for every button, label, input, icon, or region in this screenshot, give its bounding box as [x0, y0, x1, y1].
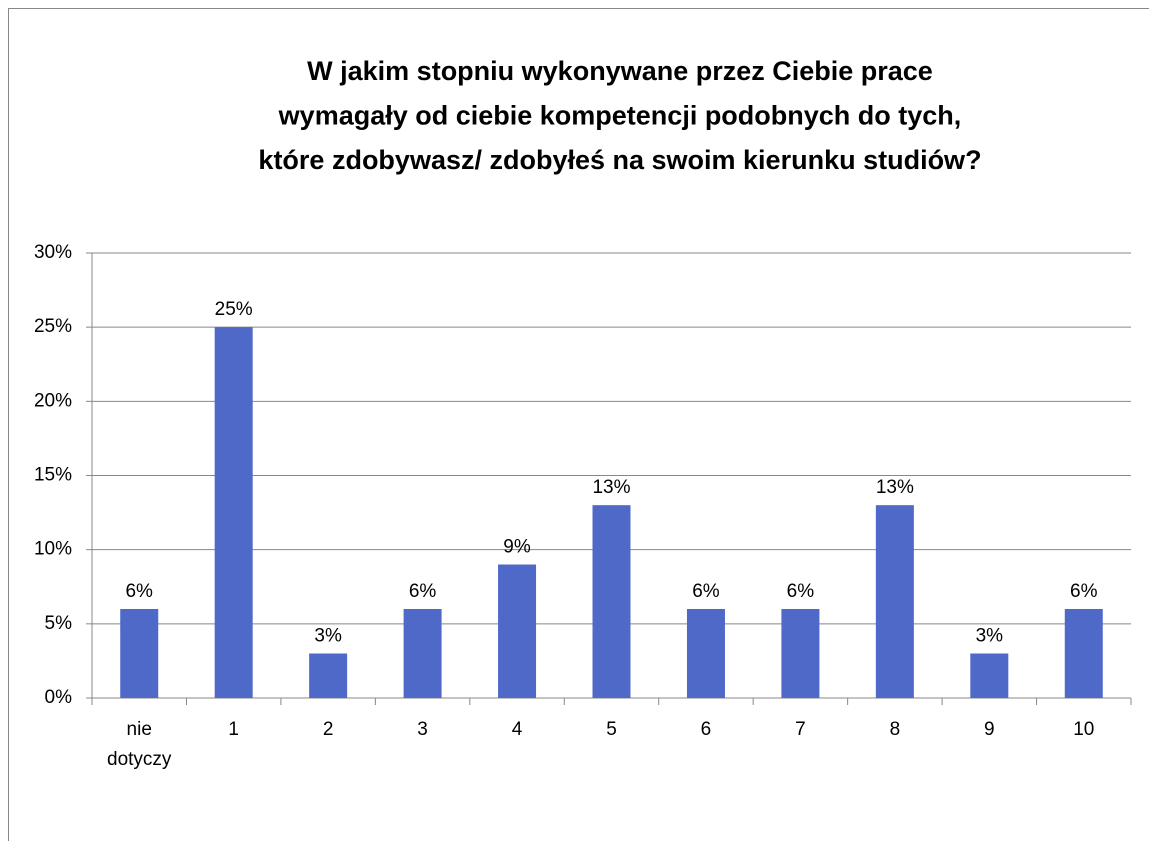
y-tick-label: 30%: [34, 242, 72, 263]
bar: [214, 327, 253, 698]
bar: [781, 609, 820, 698]
x-tick-label: nie dotyczy: [107, 719, 172, 770]
x-tick-label: 1: [228, 719, 239, 740]
x-tick-label: 5: [606, 719, 617, 740]
bar: [498, 564, 537, 698]
x-tick-label: 2: [322, 719, 334, 740]
bar: [875, 505, 914, 698]
y-tick-label: 0%: [45, 687, 73, 708]
data-label: 13%: [876, 477, 914, 498]
data-label: 6%: [692, 581, 720, 602]
chart-title: które zdobywasz/ zdobyłeś na swoim kieru…: [258, 145, 981, 175]
x-tick-label: 6: [700, 719, 712, 740]
bar: [970, 653, 1009, 698]
data-label: 6%: [1070, 581, 1098, 602]
y-tick-label: 5%: [45, 613, 73, 634]
data-label: 6%: [787, 581, 815, 602]
data-label: 9%: [503, 537, 531, 558]
x-tick-label: 9: [984, 719, 995, 740]
bar: [120, 609, 159, 698]
data-label: 3%: [976, 626, 1004, 647]
data-label: 13%: [592, 477, 630, 498]
y-tick-label: 10%: [34, 539, 72, 560]
bar: [686, 609, 725, 698]
x-tick-label: 8: [889, 719, 901, 740]
bar: [309, 653, 348, 698]
chart-title: W jakim stopniu wykonywane przez Ciebie …: [307, 56, 933, 86]
x-tick-label: 7: [795, 719, 806, 740]
bar: [1064, 609, 1103, 698]
chart-border: [8, 8, 1149, 841]
bar: [592, 505, 631, 698]
data-label: 3%: [314, 626, 342, 647]
data-label: 6%: [125, 581, 153, 602]
x-tick-label: 4: [511, 719, 523, 740]
y-tick-label: 15%: [34, 465, 72, 486]
y-tick-label: 25%: [34, 316, 72, 337]
data-label: 25%: [215, 299, 253, 320]
x-tick-label: 10: [1073, 719, 1095, 740]
y-tick-label: 20%: [34, 390, 72, 411]
x-tick-label: 3: [417, 719, 428, 740]
data-label: 6%: [409, 581, 437, 602]
chart-title: wymagały od ciebie kompetencji podobnych…: [278, 101, 962, 131]
bar: [403, 609, 442, 698]
